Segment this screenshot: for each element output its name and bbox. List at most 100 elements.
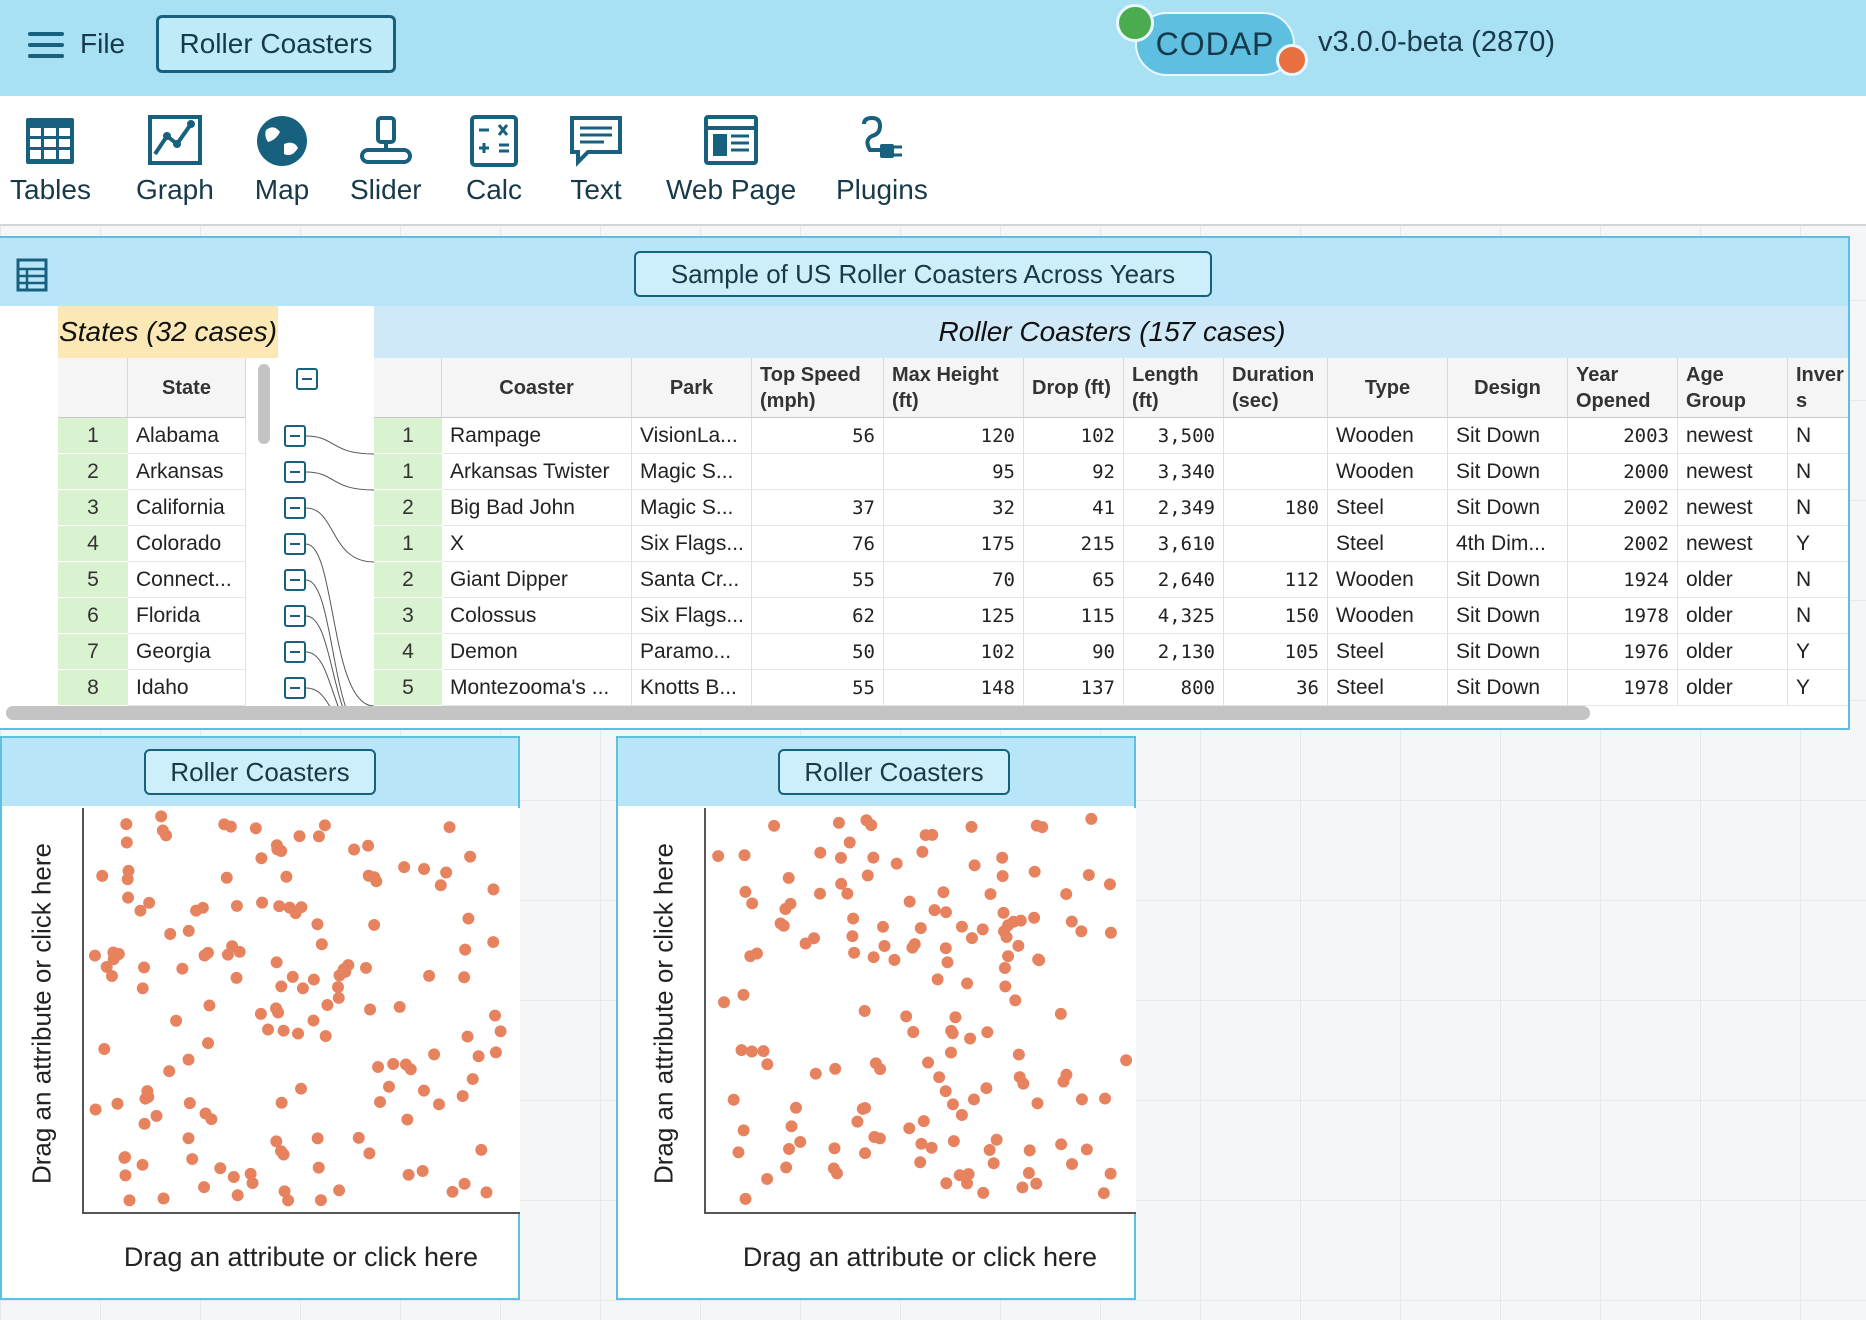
data-point[interactable] (1012, 939, 1025, 952)
graph-title-1[interactable]: Roller Coasters (144, 749, 376, 795)
data-point[interactable] (955, 1109, 968, 1121)
data-point[interactable] (456, 1090, 469, 1103)
data-point[interactable] (1022, 1167, 1035, 1179)
data-point[interactable] (254, 1007, 267, 1020)
data-point[interactable] (790, 1101, 802, 1114)
design-cell[interactable]: Sit Down (1448, 418, 1568, 454)
data-point[interactable] (940, 906, 952, 919)
data-point[interactable] (315, 938, 328, 951)
inver-s-cell[interactable]: N (1788, 562, 1848, 598)
data-point[interactable] (446, 1185, 459, 1198)
data-point[interactable] (953, 1169, 966, 1182)
data-point[interactable] (858, 1005, 871, 1017)
data-point[interactable] (280, 870, 293, 883)
data-point[interactable] (311, 918, 324, 931)
state-cell[interactable]: Florida (128, 598, 246, 634)
data-point[interactable] (275, 1145, 287, 1158)
collapse-row-icon[interactable] (284, 569, 306, 591)
data-point[interactable] (915, 1137, 928, 1150)
data-point[interactable] (312, 830, 325, 843)
data-point[interactable] (321, 999, 334, 1011)
data-point[interactable] (848, 946, 861, 959)
text-tool-button[interactable]: Text (568, 114, 624, 206)
data-point[interactable] (202, 1037, 215, 1050)
column-header-state[interactable]: State (128, 358, 246, 418)
data-point[interactable] (246, 1177, 259, 1190)
top-speed-mph-cell[interactable] (752, 454, 884, 490)
data-point[interactable] (940, 1177, 953, 1190)
data-point[interactable] (163, 1065, 176, 1078)
data-point[interactable] (296, 982, 309, 995)
data-point[interactable] (122, 864, 135, 877)
coaster-cell[interactable]: Colossus (442, 598, 632, 634)
top-speed-mph-cell[interactable]: 76 (752, 526, 884, 562)
column-header-coaster[interactable]: Coaster (442, 358, 632, 418)
column-header-age-group[interactable]: Age Group (1678, 358, 1788, 418)
data-point[interactable] (262, 1023, 275, 1036)
drop-ft-cell[interactable]: 92 (1024, 454, 1124, 490)
data-point[interactable] (136, 982, 149, 995)
table-icon[interactable] (16, 258, 48, 292)
coaster-cell[interactable]: Demon (442, 634, 632, 670)
data-point[interactable] (487, 936, 500, 949)
state-cell[interactable]: California (128, 490, 246, 526)
type-cell[interactable]: Wooden (1328, 454, 1448, 490)
data-point[interactable] (170, 1014, 183, 1027)
data-point[interactable] (487, 883, 500, 896)
top-speed-mph-cell[interactable]: 62 (752, 598, 884, 634)
data-point[interactable] (231, 1189, 244, 1202)
age-group-cell[interactable]: older (1678, 562, 1788, 598)
data-point[interactable] (190, 904, 203, 917)
collapse-row-icon[interactable] (284, 677, 306, 699)
data-point[interactable] (1082, 868, 1095, 881)
age-group-cell[interactable]: newest (1678, 418, 1788, 454)
data-point[interactable] (348, 843, 361, 856)
data-point[interactable] (965, 932, 978, 945)
data-point[interactable] (256, 896, 269, 909)
data-point[interactable] (856, 1102, 869, 1115)
park-cell[interactable]: Six Flags... (632, 526, 752, 562)
data-point[interactable] (1085, 812, 1098, 825)
data-point[interactable] (1016, 1181, 1029, 1194)
data-point[interactable] (744, 950, 757, 963)
data-point[interactable] (333, 1184, 346, 1197)
data-point[interactable] (727, 1093, 740, 1106)
data-point[interactable] (1002, 950, 1015, 963)
data-point[interactable] (937, 886, 950, 899)
max-height-ft-cell[interactable]: 148 (884, 670, 1024, 706)
year-opened-cell[interactable]: 1978 (1568, 670, 1678, 706)
collapse-row-icon[interactable] (284, 605, 306, 627)
inver-s-cell[interactable]: Y (1788, 526, 1848, 562)
design-cell[interactable]: Sit Down (1448, 562, 1568, 598)
length-ft-cell[interactable]: 2,640 (1124, 562, 1224, 598)
data-point[interactable] (387, 1058, 400, 1071)
type-cell[interactable]: Steel (1328, 526, 1448, 562)
graph-titlebar-1[interactable]: Roller Coasters (2, 738, 518, 806)
data-point[interactable] (990, 1133, 1003, 1146)
data-point[interactable] (383, 1080, 395, 1093)
data-point[interactable] (1054, 1007, 1067, 1020)
max-height-ft-cell[interactable]: 95 (884, 454, 1024, 490)
inver-s-cell[interactable]: N (1788, 598, 1848, 634)
data-point[interactable] (362, 839, 375, 852)
data-point[interactable] (134, 904, 147, 917)
data-point[interactable] (926, 828, 939, 841)
length-ft-cell[interactable]: 2,130 (1124, 634, 1224, 670)
column-header-inver-s[interactable]: Inver s (1788, 358, 1848, 418)
data-point[interactable] (311, 1132, 324, 1145)
data-point[interactable] (732, 1146, 745, 1159)
length-ft-cell[interactable]: 800 (1124, 670, 1224, 706)
data-point[interactable] (374, 1096, 387, 1109)
tables-tool-button[interactable]: Tables (10, 114, 91, 206)
data-point[interactable] (768, 819, 781, 832)
inver-s-cell[interactable]: Y (1788, 634, 1848, 670)
column-header-duration-sec[interactable]: Duration (sec) (1224, 358, 1328, 418)
data-point[interactable] (123, 1194, 136, 1207)
data-point[interactable] (737, 988, 750, 1001)
data-point[interactable] (847, 912, 860, 925)
data-point[interactable] (1028, 911, 1041, 924)
year-opened-cell[interactable]: 1976 (1568, 634, 1678, 670)
data-point[interactable] (203, 999, 216, 1012)
data-point[interactable] (1080, 1143, 1093, 1156)
data-point[interactable] (98, 1043, 111, 1055)
